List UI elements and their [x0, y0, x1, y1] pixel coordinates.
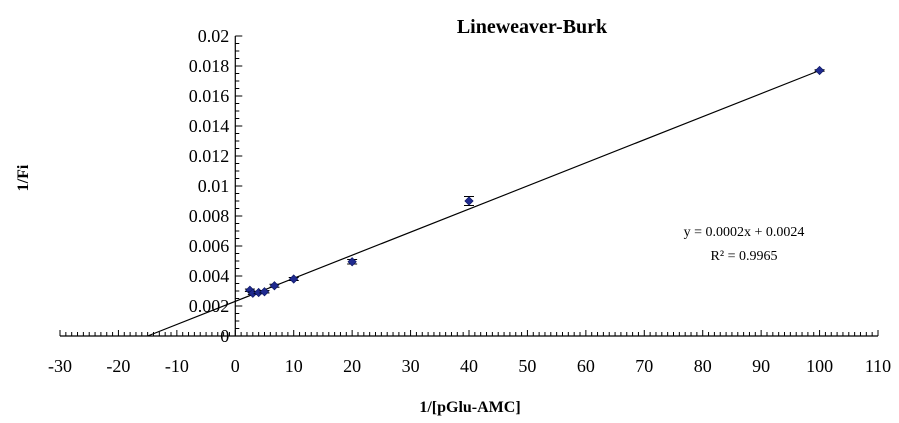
y-tick-label: 0.01 [198, 176, 230, 196]
x-tick-label: 100 [806, 356, 833, 376]
y-tick-label: 0.014 [189, 116, 230, 136]
x-ticks: -30 -20 -10 0 10 20 30 40 50 60 70 80 90 100 110 [48, 330, 891, 376]
trendline-group [147, 69, 820, 337]
chart-title: Lineweaver-Burk [457, 16, 608, 38]
r-squared-label: R² = 0.9965 [711, 249, 778, 264]
y-tick-label: 0.012 [189, 146, 230, 166]
x-tick-label: 0 [231, 356, 240, 376]
x-tick-label: 50 [518, 356, 536, 376]
y-tick-label: 0.016 [189, 86, 230, 106]
trendline-equation: y = 0.0002x + 0.0024 [684, 225, 805, 240]
data-point [464, 196, 474, 206]
x-tick-label: 60 [577, 356, 595, 376]
x-tick-label: 20 [343, 356, 361, 376]
y-tick-label: 0.006 [189, 236, 230, 256]
y-tick-label: 0 [220, 326, 229, 346]
data-point [289, 274, 299, 284]
y-tick-label: 0.018 [189, 56, 230, 76]
data-point [269, 281, 280, 291]
x-tick-label: -20 [106, 356, 130, 376]
x-tick-label: 80 [694, 356, 712, 376]
x-tick-label: 110 [865, 356, 891, 376]
data-points [244, 65, 825, 298]
x-tick-label: -10 [165, 356, 189, 376]
x-tick-label: 10 [285, 356, 303, 376]
y-axis-label: 1/Fi [15, 164, 32, 191]
y-tick-label: 0.004 [189, 266, 230, 286]
axes [60, 36, 878, 337]
y-ticks: 0 0.002 0.004 0.006 0.008 0.01 0.012 0.014 0.016… [189, 26, 243, 346]
x-tick-label: 30 [402, 356, 420, 376]
x-tick-label: -30 [48, 356, 72, 376]
x-tick-label: 70 [635, 356, 653, 376]
y-tick-label: 0.002 [189, 296, 230, 316]
data-point [814, 65, 825, 76]
x-tick-label: 40 [460, 356, 478, 376]
x-axis-label: 1/[pGlu-AMC] [419, 399, 520, 416]
y-tick-label: 0.008 [189, 206, 230, 226]
y-tick-label: 0.02 [198, 26, 230, 46]
x-tick-label: 90 [752, 356, 770, 376]
trendline [147, 69, 820, 337]
data-point [347, 257, 357, 267]
data-point [259, 287, 270, 297]
